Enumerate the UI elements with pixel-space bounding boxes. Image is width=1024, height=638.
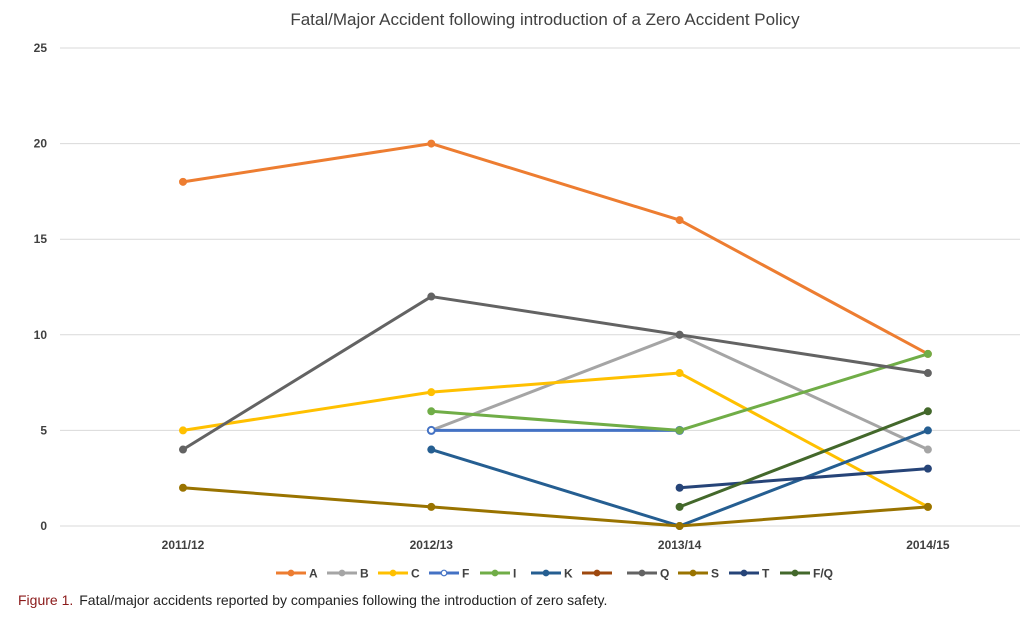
gridlines xyxy=(60,47,1020,527)
series-line-segment xyxy=(678,218,930,356)
data-point xyxy=(427,388,436,397)
series-line-segment xyxy=(678,467,930,490)
data-point xyxy=(923,426,932,435)
series-s xyxy=(179,483,932,530)
legend-item: S xyxy=(678,567,719,581)
y-tick-label: 0 xyxy=(40,519,47,533)
legend-item: K xyxy=(531,567,573,581)
x-tick-label: 2013/14 xyxy=(658,538,702,552)
legend-label: F xyxy=(462,567,469,581)
data-point xyxy=(179,483,187,492)
series-t xyxy=(675,464,932,492)
data-point xyxy=(179,426,187,435)
series-line-segment xyxy=(429,142,682,222)
data-point xyxy=(426,425,436,435)
legend-item: F/Q xyxy=(780,567,833,581)
series-line-segment xyxy=(678,371,930,509)
legend-label: I xyxy=(513,567,516,581)
series-line-segment xyxy=(181,390,433,432)
legend-item: B xyxy=(327,567,369,581)
legend-label: Q xyxy=(660,567,669,581)
data-point xyxy=(675,502,684,511)
series-f-q xyxy=(675,407,932,511)
series-line-segment xyxy=(678,409,930,509)
series-line-segment xyxy=(181,295,433,452)
legend-swatch-marker xyxy=(287,569,295,577)
data-point xyxy=(923,445,932,454)
series-line-segment xyxy=(678,333,930,375)
legend-swatch-marker xyxy=(638,569,646,577)
legend-swatch-marker xyxy=(593,569,601,577)
series-q xyxy=(179,292,932,454)
y-tick-label: 5 xyxy=(40,423,47,437)
data-point xyxy=(675,369,684,378)
y-axis-ticks: 0 5 10 15 20 25 xyxy=(34,41,48,533)
data-point xyxy=(427,502,436,511)
series-line-segment xyxy=(181,142,433,184)
legend-swatch-marker xyxy=(791,569,799,577)
data-point xyxy=(923,369,932,378)
figure-caption: Figure 1. Fatal/major accidents reported … xyxy=(18,592,607,608)
data-point xyxy=(923,464,932,473)
y-tick-label: 25 xyxy=(34,41,48,55)
legend-label: B xyxy=(360,567,369,581)
legend-label: S xyxy=(711,567,719,581)
legend-swatch-marker xyxy=(689,569,697,577)
legend-swatch-marker xyxy=(389,569,397,577)
legend-label: C xyxy=(411,567,420,581)
line-chart: Fatal/Major Accident following introduct… xyxy=(34,10,1020,581)
data-point xyxy=(923,349,932,358)
legend-swatch-marker xyxy=(338,569,346,577)
legend-swatch-marker xyxy=(440,569,448,577)
data-point xyxy=(923,407,932,416)
legend-item: A xyxy=(276,567,318,581)
series-line-segment xyxy=(429,505,682,528)
data-point xyxy=(675,426,684,435)
data-point xyxy=(675,330,684,339)
series-line-segment xyxy=(181,486,433,509)
legend-label: F/Q xyxy=(813,567,833,581)
legend-item: I xyxy=(480,567,516,581)
figure-label: Figure 1. xyxy=(18,592,74,608)
y-tick-label: 20 xyxy=(34,137,48,151)
series-line-segment xyxy=(429,409,682,432)
series-line-segment xyxy=(429,448,682,528)
y-tick-label: 10 xyxy=(34,328,48,342)
series-k xyxy=(427,426,932,530)
data-point xyxy=(427,445,436,454)
data-point xyxy=(923,502,932,511)
legend-label: T xyxy=(762,567,770,581)
series-line-segment xyxy=(678,505,930,528)
legend-item: Q xyxy=(627,567,669,581)
y-tick-label: 15 xyxy=(34,232,48,246)
data-point xyxy=(427,292,436,301)
data-point xyxy=(427,407,436,416)
chart-title: Fatal/Major Accident following introduct… xyxy=(290,10,800,29)
legend-swatch-marker xyxy=(491,569,499,577)
legend-item: F xyxy=(429,567,469,581)
x-tick-label: 2011/12 xyxy=(162,538,205,552)
legend-swatch-marker xyxy=(740,569,748,577)
legend: A B C F I K Q S T F/Q xyxy=(276,567,833,581)
series-line-segment xyxy=(429,295,682,337)
legend-swatch-marker xyxy=(542,569,550,577)
data-point xyxy=(675,522,684,530)
legend-label: K xyxy=(564,567,573,581)
data-point xyxy=(675,216,684,225)
series-group xyxy=(179,139,932,530)
legend-label: A xyxy=(309,567,318,581)
legend-item: T xyxy=(729,567,770,581)
x-tick-label: 2012/13 xyxy=(410,538,454,552)
series-a xyxy=(179,139,932,358)
data-point xyxy=(675,483,684,492)
x-tick-label: 2014/15 xyxy=(906,538,950,552)
data-point xyxy=(427,139,436,148)
data-point xyxy=(179,177,187,186)
x-axis-ticks: 2011/12 2012/13 2013/14 2014/15 xyxy=(162,538,950,552)
caption-text: Fatal/major accidents reported by compan… xyxy=(79,592,608,608)
series-line-segment xyxy=(429,371,682,394)
legend-item: C xyxy=(378,567,420,581)
legend-item xyxy=(582,569,612,577)
data-point xyxy=(179,445,187,454)
